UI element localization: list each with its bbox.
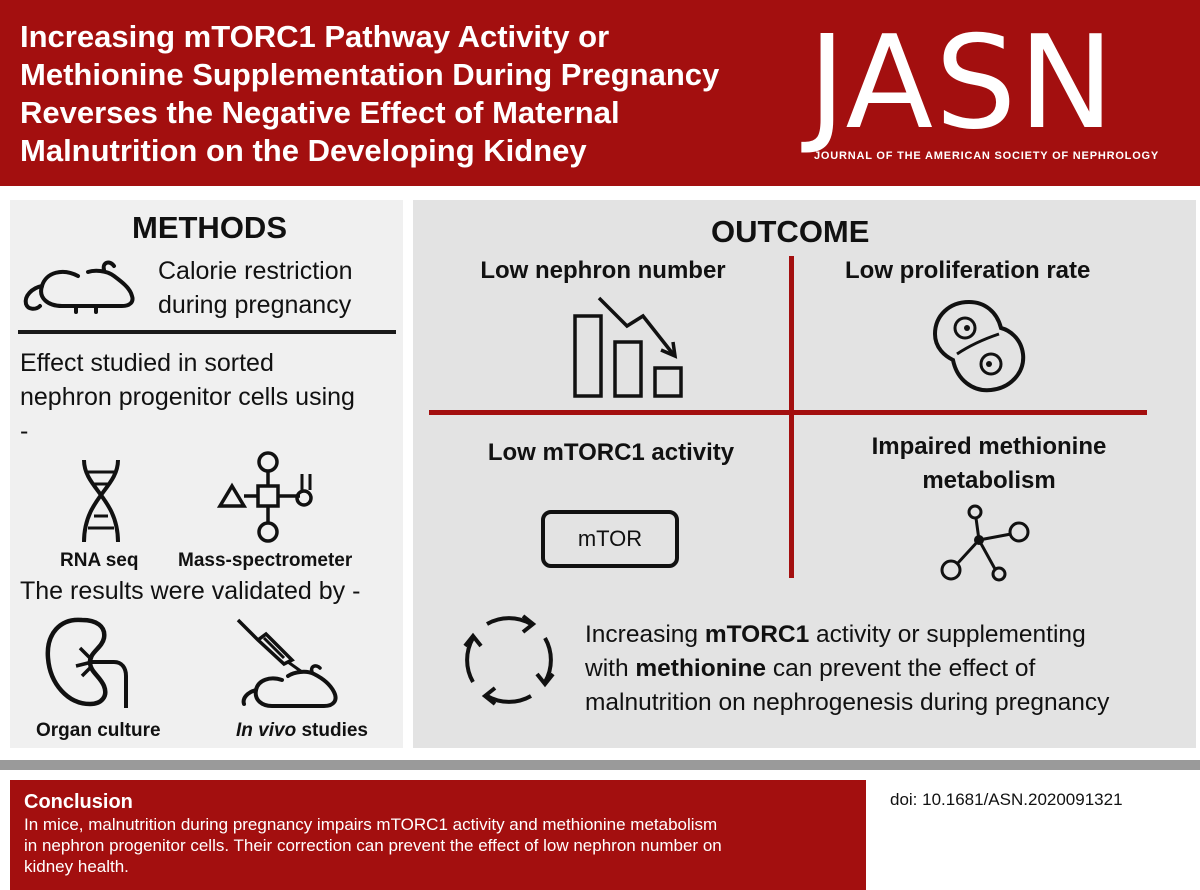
outcome-summary-text: Increasing mTORC1 activity or supplement… (585, 621, 1110, 716)
low-proliferation-rate-label: Low proliferation rate (845, 257, 1091, 284)
outcome-vertical-divider (789, 256, 794, 578)
dna-icon (82, 459, 120, 543)
dividing-cell-icon (932, 299, 1026, 393)
outcome-panel: OUTCOME Low nephron number Low prolifera… (413, 200, 1196, 748)
low-nephron-number-label: Low nephron number (480, 257, 726, 284)
header-banner: Increasing mTORC1 Pathway Activity or Me… (0, 0, 1200, 186)
title-line-2: Methionine Supplementation During Pregna… (20, 57, 720, 92)
in-vivo-label: In vivo studies (236, 720, 368, 741)
cycle-arrows-icon (463, 614, 555, 706)
page-title: Increasing mTORC1 Pathway Activity or Me… (20, 18, 810, 170)
kidney-icon (45, 617, 128, 708)
low-mtorc1-activity-label: Low mTORC1 activity (487, 439, 735, 466)
outcome-horizontal-divider (429, 410, 1147, 415)
mouse-icon (23, 260, 135, 314)
organ-culture-label: Organ culture (36, 720, 161, 741)
effect-studied-text: Effect studied in sorted nephron progeni… (20, 349, 355, 445)
syringe-mouse-icon (236, 618, 338, 708)
conclusion-box: Conclusion In mice, malnutrition during … (10, 780, 866, 890)
title-line-1: Increasing mTORC1 Pathway Activity or (20, 19, 610, 54)
logo-subtitle: JOURNAL OF THE AMERICAN SOCIETY OF NEPHR… (814, 150, 1160, 162)
separator-bar (0, 760, 1200, 770)
impaired-methionine-label: Impaired methionine metabolism (871, 433, 1107, 494)
logo-wordmark: JASN (808, 9, 1117, 158)
rna-seq-label: RNA seq (60, 550, 139, 571)
methods-panel: METHODS Calorie restriction during pregn… (10, 200, 403, 748)
title-line-3: Reverses the Negative Effect of Maternal (20, 95, 620, 130)
mass-spectrometer-label: Mass-spectrometer (178, 550, 353, 571)
calorie-restriction-text: Calorie restriction during pregnancy (158, 257, 353, 319)
molecule-network-icon (216, 451, 313, 543)
outcome-heading: OUTCOME (711, 214, 870, 249)
conclusion-body: In mice, malnutrition during pregnancy i… (24, 815, 722, 876)
title-line-4: Malnutrition on the Developing Kidney (20, 133, 587, 168)
mtor-box-icon: mTOR (541, 510, 679, 568)
validated-by-text: The results were validated by - (20, 577, 361, 605)
conclusion-title: Conclusion (24, 791, 133, 813)
bar-chart-decline-icon (573, 296, 683, 398)
jasn-logo: JASN JOURNAL OF THE AMERICAN SOCIETY OF … (808, 9, 1186, 163)
doi-text: doi: 10.1681/ASN.2020091321 (890, 790, 1123, 809)
methods-divider (18, 330, 396, 334)
methods-heading: METHODS (132, 210, 287, 245)
molecule-icon (940, 504, 1030, 582)
